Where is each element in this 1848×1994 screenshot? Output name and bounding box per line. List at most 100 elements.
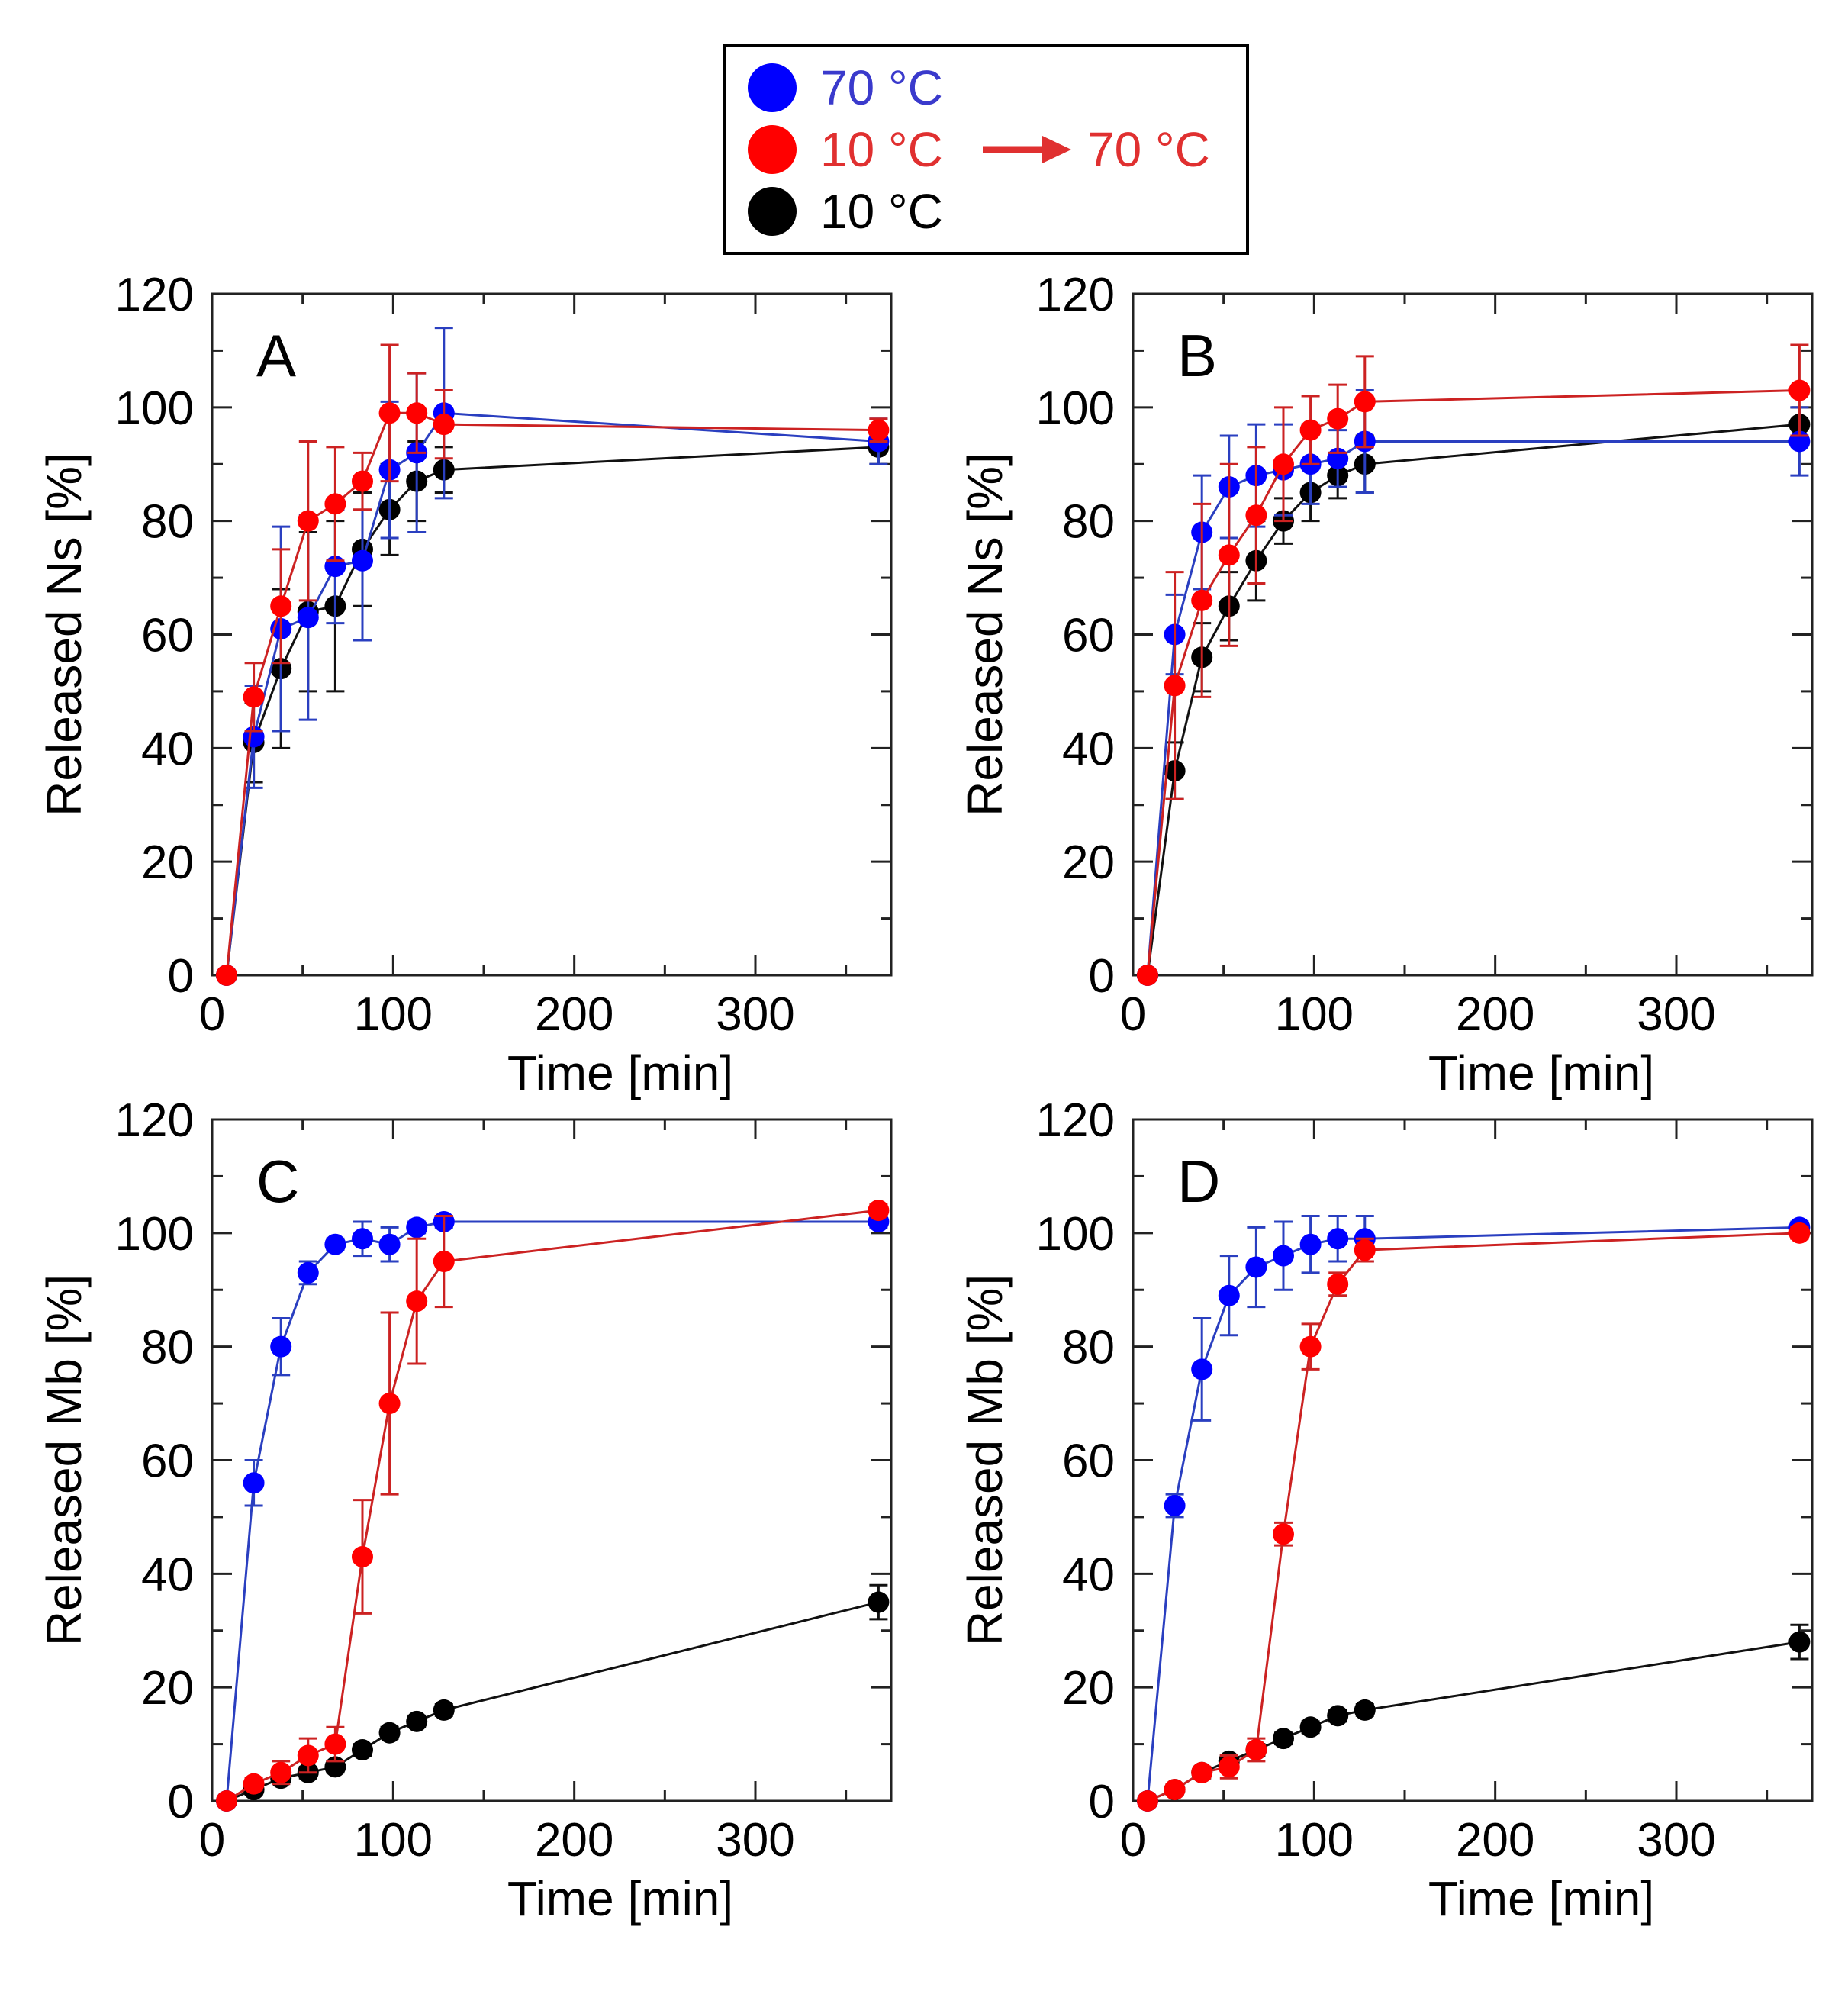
data-point-s10to70 [1299,419,1322,441]
data-point-s10 [351,1739,373,1761]
x-tick-label-c: 300 [716,1814,794,1867]
series-line-s70 [1146,1226,1800,1802]
x-tick-label-c: 0 [199,1814,225,1867]
data-point-s70 [1164,1495,1186,1517]
series-line-s70 [1146,440,1800,976]
data-point-s10to70 [297,1744,319,1767]
legend-label-70c: 70 °C [820,60,943,115]
data-point-s10to70 [1788,1222,1811,1244]
y-tick-label-c: 120 [115,1094,194,1147]
data-point-s70 [324,1233,346,1255]
data-point-s10 [1327,1705,1349,1727]
series-s10to70-d [1136,1222,1811,1812]
data-point-s10to70 [351,1546,373,1568]
data-point-s10 [1272,1728,1294,1750]
series-line-s10to70 [226,1209,879,1802]
data-point-s10to70 [1218,1756,1240,1778]
data-point-s10to70 [406,402,428,424]
series-s10to70-b [1136,343,1811,986]
legend-label-10c-to-70c-start: 10 °C [820,122,943,177]
y-tick-label-b: 100 [1036,382,1115,435]
y-tick-label-d: 40 [1062,1548,1115,1601]
y-tick-label-a: 120 [115,269,194,321]
series-s70-d [1136,1215,1811,1812]
series-line-s10 [226,1601,879,1802]
data-point-s70 [1272,1245,1294,1267]
series-line-s10to70 [1147,1232,1800,1802]
series-line-s70 [225,411,879,976]
y-axis-label-d: Released Mb [%] [958,1274,1013,1646]
data-point-s10to70 [1218,544,1240,566]
series-s10-d [1136,1623,1811,1812]
x-tick-label-b: 300 [1637,988,1715,1041]
y-tick-label-c: 40 [141,1548,194,1601]
y-tick-label-b: 0 [1089,950,1115,1003]
data-point-s70 [1299,1233,1322,1255]
x-axis-label-d: Time [min] [1428,1871,1654,1926]
data-point-s10to70 [406,1290,428,1313]
data-point-s70 [297,607,319,629]
data-point-s10to70 [1327,1273,1349,1295]
plot-frame-a [211,292,893,977]
y-tick-label-c: 60 [141,1435,194,1488]
data-point-s10to70 [215,1790,237,1812]
y-tick-label-a: 40 [141,723,194,775]
data-point-s70 [351,1228,373,1250]
series-line-s10to70 [1146,389,1800,976]
x-tick-label-a: 300 [716,988,794,1041]
data-point-s10to70 [1327,407,1349,430]
y-tick-label-c: 80 [141,1322,194,1374]
y-tick-label-d: 20 [1062,1662,1115,1715]
data-point-s10to70 [1272,453,1294,475]
y-tick-label-a: 0 [168,950,194,1003]
panel-letter-c: C [256,1148,299,1215]
series-line-s70 [225,1220,879,1802]
data-point-s10to70 [1136,1790,1158,1812]
x-tick-label-c: 200 [535,1814,613,1867]
y-tick-label-a: 20 [141,836,194,889]
data-point-s10 [378,1722,401,1744]
legend: 70 °C 10 °C 70 °C 10 °C [723,44,1249,255]
data-point-s70 [297,1261,319,1284]
x-tick-label-b: 200 [1456,988,1534,1041]
data-point-s70 [378,1233,401,1255]
data-point-s10 [1354,1699,1376,1721]
legend-marker-10c [748,187,797,236]
x-tick-label-d: 100 [1275,1814,1354,1867]
series-line-s10 [1146,423,1800,976]
legend-label-10c: 10 °C [820,184,943,239]
x-tick-label-a: 100 [354,988,433,1041]
series-s10to70-a [215,343,890,986]
data-point-s10to70 [243,1773,265,1795]
y-tick-label-d: 60 [1062,1435,1115,1488]
legend-label-10c-to-70c-end: 70 °C [1087,122,1210,177]
panel-letter-b: B [1177,322,1217,389]
x-axis-label-a: Time [min] [507,1045,733,1100]
panel-a: 0 100 200 300 0 20 40 60 80 100 120 Time [min] Relea… [37,269,893,1100]
x-tick-label-d: 200 [1456,1814,1534,1867]
data-point-s10to70 [215,965,237,986]
legend-marker-10c-to-70c [748,125,797,174]
x-tick-label-d: 0 [1120,1814,1146,1867]
data-point-s10to70 [868,419,890,441]
data-point-s10to70 [1354,1239,1376,1261]
data-point-s10 [406,1710,428,1732]
data-point-s10 [1788,1631,1811,1653]
data-point-s10to70 [868,1200,890,1222]
y-tick-label-b: 40 [1062,723,1115,775]
x-tick-label-d: 300 [1637,1814,1715,1867]
y-tick-label-b: 120 [1036,269,1115,321]
data-point-s10 [868,1591,890,1613]
y-tick-label-a: 60 [141,610,194,662]
legend-marker-70c [748,63,797,112]
y-tick-label-d: 80 [1062,1322,1115,1374]
data-point-s10to70 [433,1251,455,1273]
data-point-s70 [1327,1228,1349,1250]
data-point-s10to70 [1136,965,1158,986]
data-point-s10to70 [1788,379,1811,401]
data-point-s10to70 [1191,589,1213,611]
y-tick-label-a: 80 [141,496,194,549]
y-axis-label-c: Released Mb [%] [37,1274,92,1646]
series-line-s10 [1147,1641,1800,1802]
